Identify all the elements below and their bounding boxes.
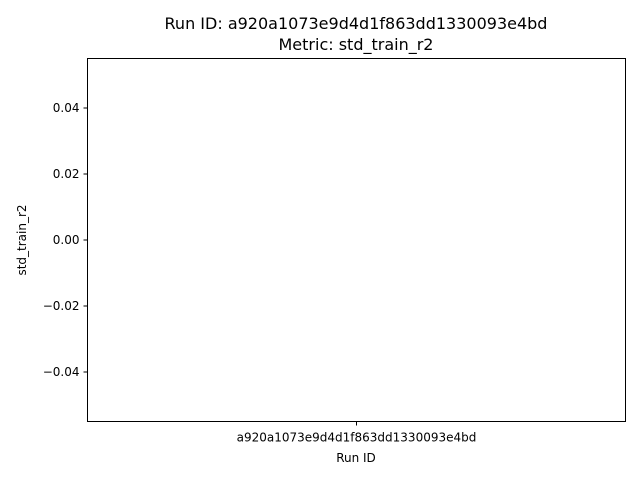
y-tick-label: −0.02 — [43, 299, 80, 313]
y-axis-label: std_train_r2 — [15, 204, 29, 275]
x-tick-label: a920a1073e9d4d1f863dd1330093e4bd — [237, 431, 477, 445]
x-axis-ticks: a920a1073e9d4d1f863dd1330093e4bd — [237, 421, 477, 445]
y-tick-label: 0.02 — [53, 167, 80, 181]
x-axis-label: Run ID — [336, 451, 376, 465]
y-tick-label: 0.04 — [53, 101, 80, 115]
plot-frame — [87, 58, 626, 422]
y-tick-label: 0.00 — [53, 233, 80, 247]
y-axis-ticks: 0.04 0.02 0.00 −0.02 −0.04 — [43, 101, 88, 379]
chart-title-line2: Metric: std_train_r2 — [279, 35, 434, 55]
y-tick-label: −0.04 — [43, 365, 80, 379]
chart-title-line1: Run ID: a920a1073e9d4d1f863dd1330093e4bd — [165, 14, 548, 33]
